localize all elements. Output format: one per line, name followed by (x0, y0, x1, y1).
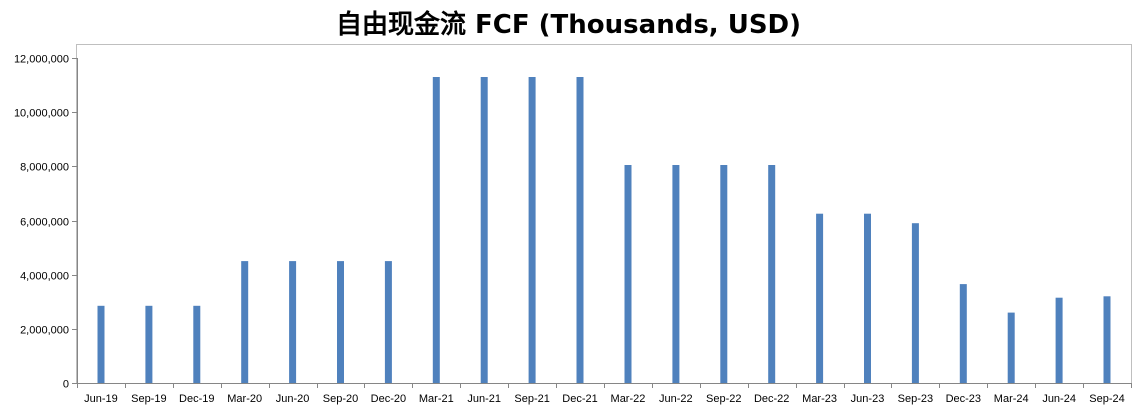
bar (768, 165, 776, 383)
y-tick-label: 4,000,000 (20, 271, 69, 283)
x-tick-label: Mar-22 (611, 393, 646, 405)
bar (576, 77, 584, 383)
x-tick-label: Sep-21 (514, 393, 549, 405)
x-tick-label: Sep-24 (1089, 393, 1124, 405)
bar (480, 77, 488, 383)
bar (432, 77, 440, 383)
bar (384, 261, 392, 383)
x-tick-label: Mar-20 (227, 393, 262, 405)
bar (672, 165, 680, 383)
bar (528, 77, 536, 383)
chart-title: 自由现金流 FCF (Thousands, USD) (335, 10, 802, 40)
x-tick-label: Mar-24 (994, 393, 1029, 405)
x-tick-label: Dec-22 (754, 393, 789, 405)
plot-area-border (76, 44, 1132, 384)
y-tick-label: 6,000,000 (20, 217, 69, 229)
y-tick-label: 2,000,000 (20, 325, 69, 337)
x-tick-label: Sep-22 (706, 393, 741, 405)
bar (624, 165, 632, 383)
bar (193, 305, 201, 383)
bar (1007, 312, 1015, 383)
bar (959, 284, 967, 383)
x-tick-label: Jun-23 (851, 393, 885, 405)
bar-series (97, 77, 1111, 383)
y-axis: 0 2,000,000 4,000,000 6,000,000 8,000,000 10,… (14, 54, 78, 391)
y-tick-label: 10,000,000 (14, 108, 69, 120)
x-tick-label: Jun-22 (659, 393, 693, 405)
x-tick-label: Sep-19 (131, 393, 166, 405)
bar (864, 213, 871, 383)
bar (145, 305, 153, 383)
x-tick-label: Sep-23 (898, 393, 933, 405)
y-tick-label: 8,000,000 (20, 162, 69, 174)
bar (720, 165, 728, 383)
x-tick-label: Jun-19 (84, 393, 118, 405)
x-tick-label: Mar-21 (419, 393, 454, 405)
bar (816, 213, 824, 383)
x-tick-label: Jun-21 (467, 393, 501, 405)
y-tick-label: 12,000,000 (14, 54, 69, 66)
x-tick-label: Dec-19 (179, 393, 214, 405)
bar (911, 223, 919, 383)
y-tick-label: 0 (63, 379, 69, 391)
bar (337, 261, 344, 383)
x-tick-label: Jun-20 (276, 393, 310, 405)
bar (289, 261, 297, 383)
bar (1103, 296, 1111, 383)
bar (1055, 297, 1063, 383)
x-tick-label: Jun-24 (1042, 393, 1076, 405)
x-tick-label: Sep-20 (323, 393, 358, 405)
x-tick-label: Dec-23 (946, 393, 981, 405)
x-tick-label: Dec-20 (371, 393, 406, 405)
bar (241, 261, 249, 383)
x-tick-label: Mar-23 (802, 393, 837, 405)
x-tick-label: Dec-21 (562, 393, 597, 405)
bar (97, 305, 105, 383)
x-axis: Jun-19 Sep-19 Dec-19 Mar-20 Jun-20 Sep-20 Dec-… (77, 383, 1132, 405)
